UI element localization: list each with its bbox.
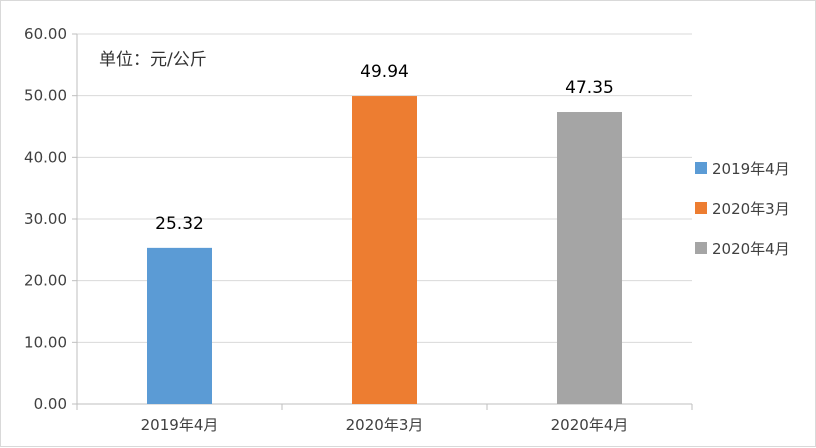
bars: [147, 96, 622, 404]
data-labels: 25.32 49.94 47.35: [155, 62, 614, 234]
legend-label: 2019年4月: [712, 160, 790, 178]
y-tick-label: 40.00: [24, 148, 67, 166]
legend-label: 2020年4月: [712, 240, 790, 258]
legend: 2019年4月 2020年3月 2020年4月: [695, 160, 790, 258]
y-tick-label: 60.00: [24, 25, 67, 43]
bar: [557, 112, 622, 404]
legend-swatch: [695, 162, 707, 174]
x-tick-label: 2020年4月: [551, 416, 629, 434]
legend-swatch: [695, 202, 707, 214]
y-tick-label: 20.00: [24, 272, 67, 290]
data-label: 49.94: [360, 62, 409, 82]
bar: [352, 96, 417, 404]
unit-note: 单位：元/公斤: [99, 50, 207, 70]
y-tick-label: 10.00: [24, 333, 67, 351]
x-tick-label: 2019年4月: [141, 416, 219, 434]
y-tick-label: 50.00: [24, 87, 67, 105]
y-tick-label: 30.00: [24, 210, 67, 228]
legend-swatch: [695, 242, 707, 254]
x-tick-label: 2020年3月: [346, 416, 424, 434]
legend-label: 2020年3月: [712, 200, 790, 218]
y-tick-label: 0.00: [34, 395, 67, 413]
bar: [147, 247, 212, 404]
data-label: 47.35: [565, 78, 614, 98]
data-label: 25.32: [155, 214, 204, 234]
